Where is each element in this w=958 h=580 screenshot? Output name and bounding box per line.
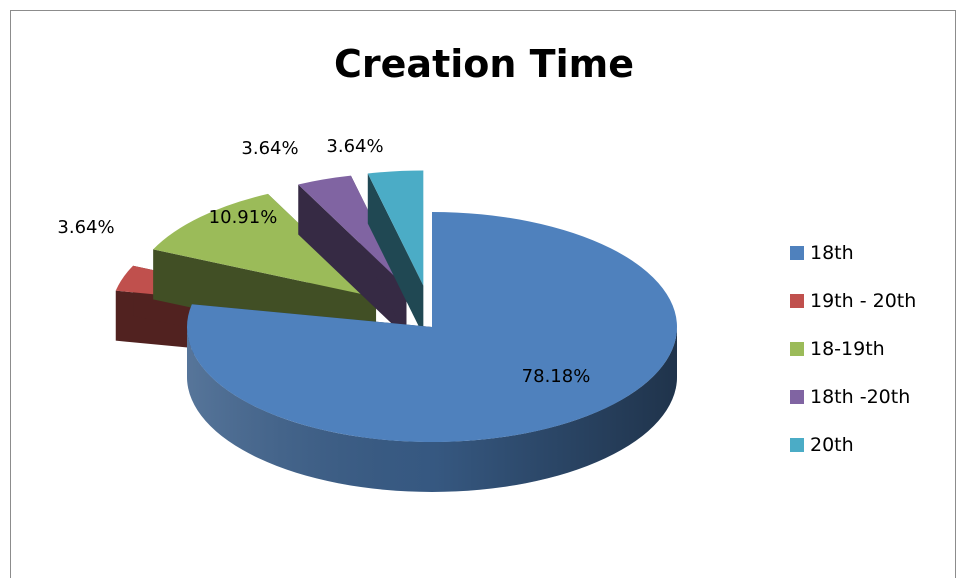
data-label-18-19th: 10.91% [209, 207, 278, 228]
legend-swatch [790, 294, 804, 308]
legend-swatch [790, 246, 804, 260]
legend-item: 18th [790, 229, 916, 277]
pie-slice-20th [367, 170, 424, 336]
data-label-18th: 78.18% [522, 366, 591, 387]
legend-label: 18th [810, 242, 854, 264]
chart-title: Creation Time [334, 42, 634, 86]
legend-swatch [790, 438, 804, 452]
chart-legend: 18th 19th - 20th 18-19th 18th -20th 20th [790, 229, 916, 469]
legend-item: 20th [790, 421, 916, 469]
legend-item: 18th -20th [790, 373, 916, 421]
pie-slice-18th [187, 212, 677, 492]
legend-label: 18th -20th [810, 386, 911, 408]
chart-frame [10, 10, 956, 578]
legend-item: 18-19th [790, 325, 916, 373]
legend-item: 19th - 20th [790, 277, 916, 325]
legend-swatch [790, 390, 804, 404]
data-label-19th-20th: 3.64% [57, 217, 114, 238]
legend-label: 20th [810, 434, 854, 456]
data-label-20th: 3.64% [326, 136, 383, 157]
pie-slice-18th-20th [298, 175, 407, 338]
legend-label: 19th - 20th [810, 290, 917, 312]
data-label-18th-20th: 3.64% [241, 138, 298, 159]
legend-swatch [790, 342, 804, 356]
legend-label: 18-19th [810, 338, 885, 360]
